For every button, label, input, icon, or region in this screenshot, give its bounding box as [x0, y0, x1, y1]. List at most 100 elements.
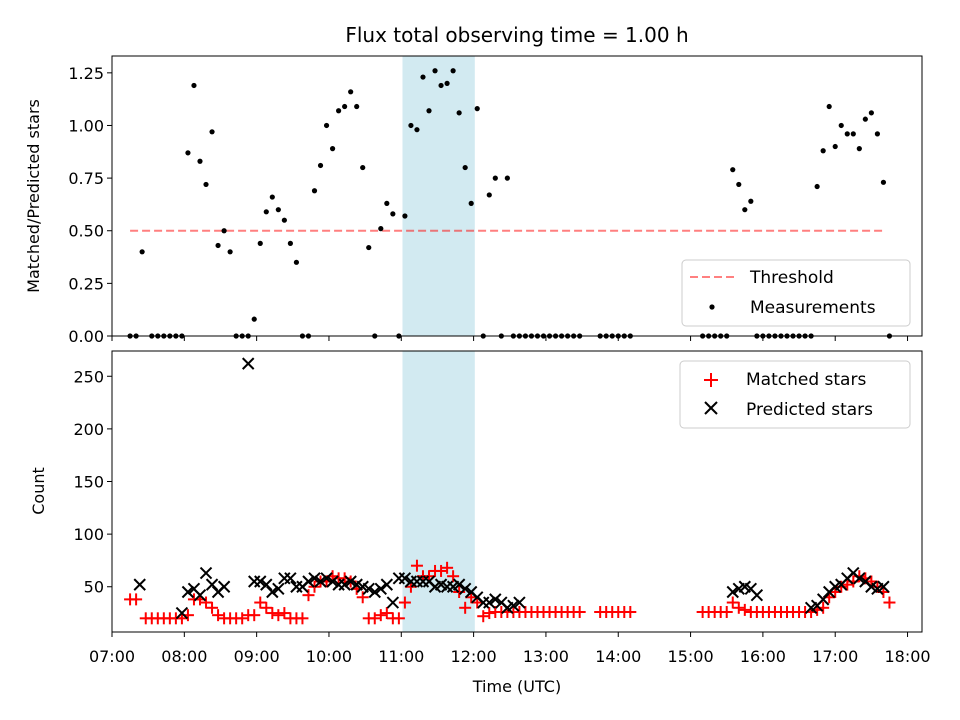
matched-point: [302, 589, 315, 602]
matched-point: [296, 612, 309, 625]
measurement-point: [444, 80, 450, 86]
legend-measurements-swatch: [709, 304, 715, 310]
measurement-point: [348, 89, 354, 95]
matched-point: [841, 578, 854, 591]
measurement-point: [504, 175, 510, 181]
measurement-point: [336, 108, 342, 114]
measurement-point: [856, 146, 862, 152]
matched-point: [272, 609, 285, 622]
predicted-point: [278, 572, 291, 585]
top-panel-frame: [111, 55, 923, 337]
legend-measurements-label: Measurements: [750, 298, 876, 318]
measurement-point: [450, 68, 456, 74]
measurement-point: [414, 127, 420, 133]
x-tick-label: 16:00: [740, 647, 786, 666]
measurement-point: [191, 82, 197, 89]
legend-matched-label: Matched stars: [746, 370, 866, 390]
measurement-point: [850, 131, 856, 137]
measurement-point: [820, 148, 826, 154]
predicted-point: [853, 572, 866, 585]
predicted-point: [338, 578, 351, 591]
matched-point: [624, 606, 637, 619]
x-tick-label: 12:00: [451, 647, 497, 666]
predicted-point: [374, 582, 388, 596]
measurement-point: [378, 226, 384, 232]
x-tick-label: 11:00: [378, 647, 424, 666]
measurement-point: [209, 129, 215, 135]
matched-point: [398, 596, 411, 609]
legend-threshold-label: Threshold: [749, 268, 834, 288]
measurement-point: [384, 200, 390, 206]
y-tick-label: 50: [84, 578, 104, 597]
predicted-point: [193, 588, 207, 602]
matched-point: [200, 596, 213, 609]
measurement-point: [832, 143, 838, 150]
predicted-point: [290, 580, 303, 593]
matched-point: [732, 601, 745, 614]
measurement-point: [862, 116, 868, 122]
matched-point: [410, 559, 423, 572]
bottom-panel: 50 100 150 200 250 Count Matched stars Predi…: [29, 350, 923, 637]
predicted-point: [248, 575, 261, 588]
measurement-point: [317, 162, 324, 169]
top-panel: 0.00 0.25 0.50 0.75 1.00 1.25 Matched/Predict…: [24, 55, 923, 346]
predicted-point: [181, 585, 195, 599]
matched-point: [308, 580, 321, 593]
measurement-point: [263, 209, 269, 215]
measurement-point: [281, 217, 287, 223]
measurement-point: [742, 207, 748, 213]
measurement-point: [456, 110, 462, 116]
predicted-point: [483, 596, 496, 609]
predicted-point: [284, 572, 297, 585]
matched-point: [738, 603, 751, 616]
matched-point: [835, 580, 848, 593]
x-axis-label: Time (UTC): [472, 677, 561, 696]
measurement-point: [287, 240, 293, 246]
predicted-point: [302, 575, 315, 588]
predicted-point: [344, 575, 357, 588]
measurement-point: [275, 207, 281, 213]
predicted-point: [199, 566, 213, 580]
chart-title: Flux total observing time = 1.00 h: [345, 23, 688, 47]
y-tick-label: 0.00: [68, 327, 104, 346]
matched-point: [477, 610, 490, 623]
measurement-point: [360, 164, 366, 171]
measurement-point: [251, 316, 257, 322]
measurement-point: [203, 181, 209, 188]
measurement-point: [462, 164, 468, 171]
measurement-point: [185, 150, 191, 156]
predicted-point: [133, 578, 146, 591]
bottom-panel-ylabel: Count: [29, 467, 48, 515]
predicted-point: [750, 588, 764, 602]
measurement-point: [197, 158, 203, 164]
top-legend: Threshold Measurements: [681, 259, 911, 327]
measurement-point: [468, 200, 474, 206]
measurement-point: [221, 228, 227, 234]
matched-point: [573, 606, 586, 619]
measurement-point: [486, 192, 492, 198]
measurement-point: [492, 175, 498, 181]
matched-point: [248, 609, 261, 622]
legend-matched-swatch: [704, 373, 718, 387]
predicted-point: [513, 596, 526, 609]
measurement-point: [329, 146, 336, 152]
measurement-point: [311, 188, 318, 194]
matched-point: [447, 570, 460, 583]
measurement-point: [366, 244, 372, 251]
bottom-legend: Matched stars Predicted stars: [679, 360, 911, 429]
matched-point: [435, 564, 448, 577]
predicted-point: [272, 582, 285, 596]
matched-point: [380, 607, 393, 620]
predicted-point: [241, 357, 255, 370]
measurement-point: [420, 74, 426, 80]
x-tick-label: 08:00: [161, 647, 207, 666]
matched-point: [260, 601, 273, 614]
matched-point: [130, 593, 143, 606]
measurement-point: [736, 181, 742, 188]
y-tick-label: 1.25: [68, 64, 104, 83]
measurement-point: [408, 122, 414, 129]
matched-point: [720, 606, 733, 619]
matched-point: [212, 609, 225, 622]
matched-point: [883, 596, 896, 609]
measurement-point: [874, 131, 881, 137]
